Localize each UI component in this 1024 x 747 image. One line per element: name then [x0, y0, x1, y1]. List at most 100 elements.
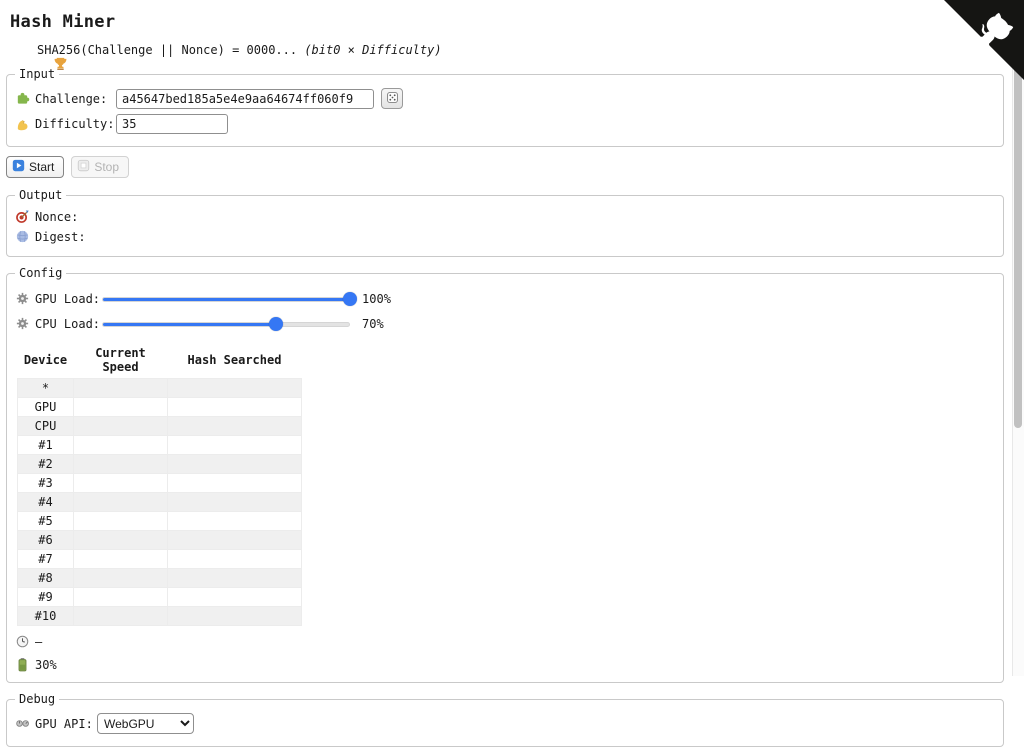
eta-row: – [15, 634, 995, 649]
start-button-label: Start [29, 160, 55, 174]
table-row: #10 [17, 606, 302, 626]
table-cell [167, 511, 302, 531]
table-cell: #7 [17, 549, 74, 569]
table-cell: #4 [17, 492, 74, 512]
table-cell: * [17, 378, 74, 398]
table-row: #6 [17, 530, 302, 550]
table-cell [167, 549, 302, 569]
table-cell: #8 [17, 568, 74, 588]
play-icon [12, 159, 25, 175]
input-legend: Input [19, 67, 56, 81]
challenge-input[interactable] [116, 88, 374, 109]
github-corner-link[interactable] [944, 0, 1024, 80]
table-cell: #1 [17, 435, 74, 455]
table-row: #4 [17, 492, 302, 512]
gpu-load-row: GPU Load: 100% [15, 291, 995, 306]
gpu-load-slider[interactable] [102, 291, 358, 306]
config-section: Config GPU Load: 100% CPU Load: 70% [6, 266, 1004, 683]
table-cell [167, 530, 302, 550]
difficulty-row: Difficulty: [15, 114, 995, 134]
slider-thumb[interactable] [343, 291, 358, 306]
formula-line: SHA256(Challenge || Nonce) = 0000... (bi… [10, 42, 1004, 70]
table-cell [167, 416, 302, 436]
table-cell [167, 435, 302, 455]
table-cell [73, 568, 168, 588]
formula-note: (bit0 × Difficulty) [304, 42, 442, 57]
table-cell [167, 454, 302, 474]
gpu-api-select[interactable]: WebGPU [97, 713, 194, 734]
formula-text: SHA256(Challenge || Nonce) = 0000... (bi… [37, 42, 442, 57]
table-cell [167, 606, 302, 626]
stop-button-label: Stop [94, 160, 120, 174]
table-cell: #2 [17, 454, 74, 474]
battery-row: 30% [15, 657, 995, 672]
digest-label: Digest: [35, 229, 86, 244]
random-challenge-button[interactable] [381, 88, 403, 109]
difficulty-label: Difficulty: [35, 117, 115, 131]
puzzle-icon [15, 91, 30, 106]
table-cell [73, 435, 168, 455]
start-button[interactable]: Start [6, 156, 65, 178]
device-table: Device Current Speed Hash Searched * GPU C… [17, 343, 302, 626]
table-cell [73, 492, 168, 512]
gear-icon [15, 316, 30, 331]
slider-fill [103, 322, 276, 326]
knobs-icon [15, 716, 30, 731]
cpu-load-value: 70% [362, 316, 384, 331]
table-cell: GPU [17, 397, 74, 417]
challenge-row: Challenge: [15, 88, 995, 109]
table-row: * [17, 378, 302, 398]
table-cell [73, 416, 168, 436]
input-section: Input Challenge: Difficulty: [6, 67, 1004, 147]
table-row: #9 [17, 587, 302, 607]
slider-track [102, 321, 351, 327]
table-row: #2 [17, 454, 302, 474]
slider-thumb[interactable] [268, 316, 283, 331]
battery-icon [15, 657, 30, 672]
eta-value: – [35, 634, 43, 649]
table-row: GPU [17, 397, 302, 417]
cpu-load-row: CPU Load: 70% [15, 316, 995, 331]
table-cell: #6 [17, 530, 74, 550]
slider-track [102, 296, 351, 302]
dice-icon [386, 91, 399, 107]
gpu-api-row: GPU API: WebGPU [15, 713, 995, 734]
nonce-row: Nonce: [15, 209, 995, 224]
table-cell: #3 [17, 473, 74, 493]
nonce-label: Nonce: [35, 209, 79, 224]
table-row: #7 [17, 549, 302, 569]
table-cell [73, 473, 168, 493]
gpu-api-label: GPU API: [35, 716, 93, 731]
trophy-icon [10, 42, 67, 70]
gpu-load-label: GPU Load: [35, 291, 101, 306]
cpu-load-label: CPU Load: [35, 316, 101, 331]
table-cell: #9 [17, 587, 74, 607]
col-current-speed: Current Speed [95, 346, 146, 374]
col-hash-searched: Hash Searched [187, 353, 282, 367]
table-cell [73, 378, 168, 398]
table-cell [167, 397, 302, 417]
stop-icon [77, 159, 90, 175]
table-cell [73, 530, 168, 550]
challenge-label: Challenge: [35, 91, 108, 106]
target-icon [15, 209, 30, 224]
debug-legend: Debug [19, 692, 56, 706]
table-row: #1 [17, 435, 302, 455]
clock-icon [15, 634, 30, 649]
gear-icon [15, 291, 30, 306]
muscle-icon [15, 117, 30, 132]
page-title: Hash Miner [10, 12, 116, 32]
table-cell: CPU [17, 416, 74, 436]
scrollbar-thumb[interactable] [1014, 2, 1022, 428]
table-header-row: Device Current Speed Hash Searched [18, 343, 302, 379]
cpu-load-slider[interactable] [102, 316, 351, 331]
stop-button[interactable]: Stop [71, 156, 130, 178]
table-cell [167, 492, 302, 512]
table-cell: #5 [17, 511, 74, 531]
table-row: CPU [17, 416, 302, 436]
difficulty-input[interactable] [116, 114, 228, 134]
battery-value: 30% [35, 657, 57, 672]
table-cell [167, 587, 302, 607]
table-cell [167, 473, 302, 493]
